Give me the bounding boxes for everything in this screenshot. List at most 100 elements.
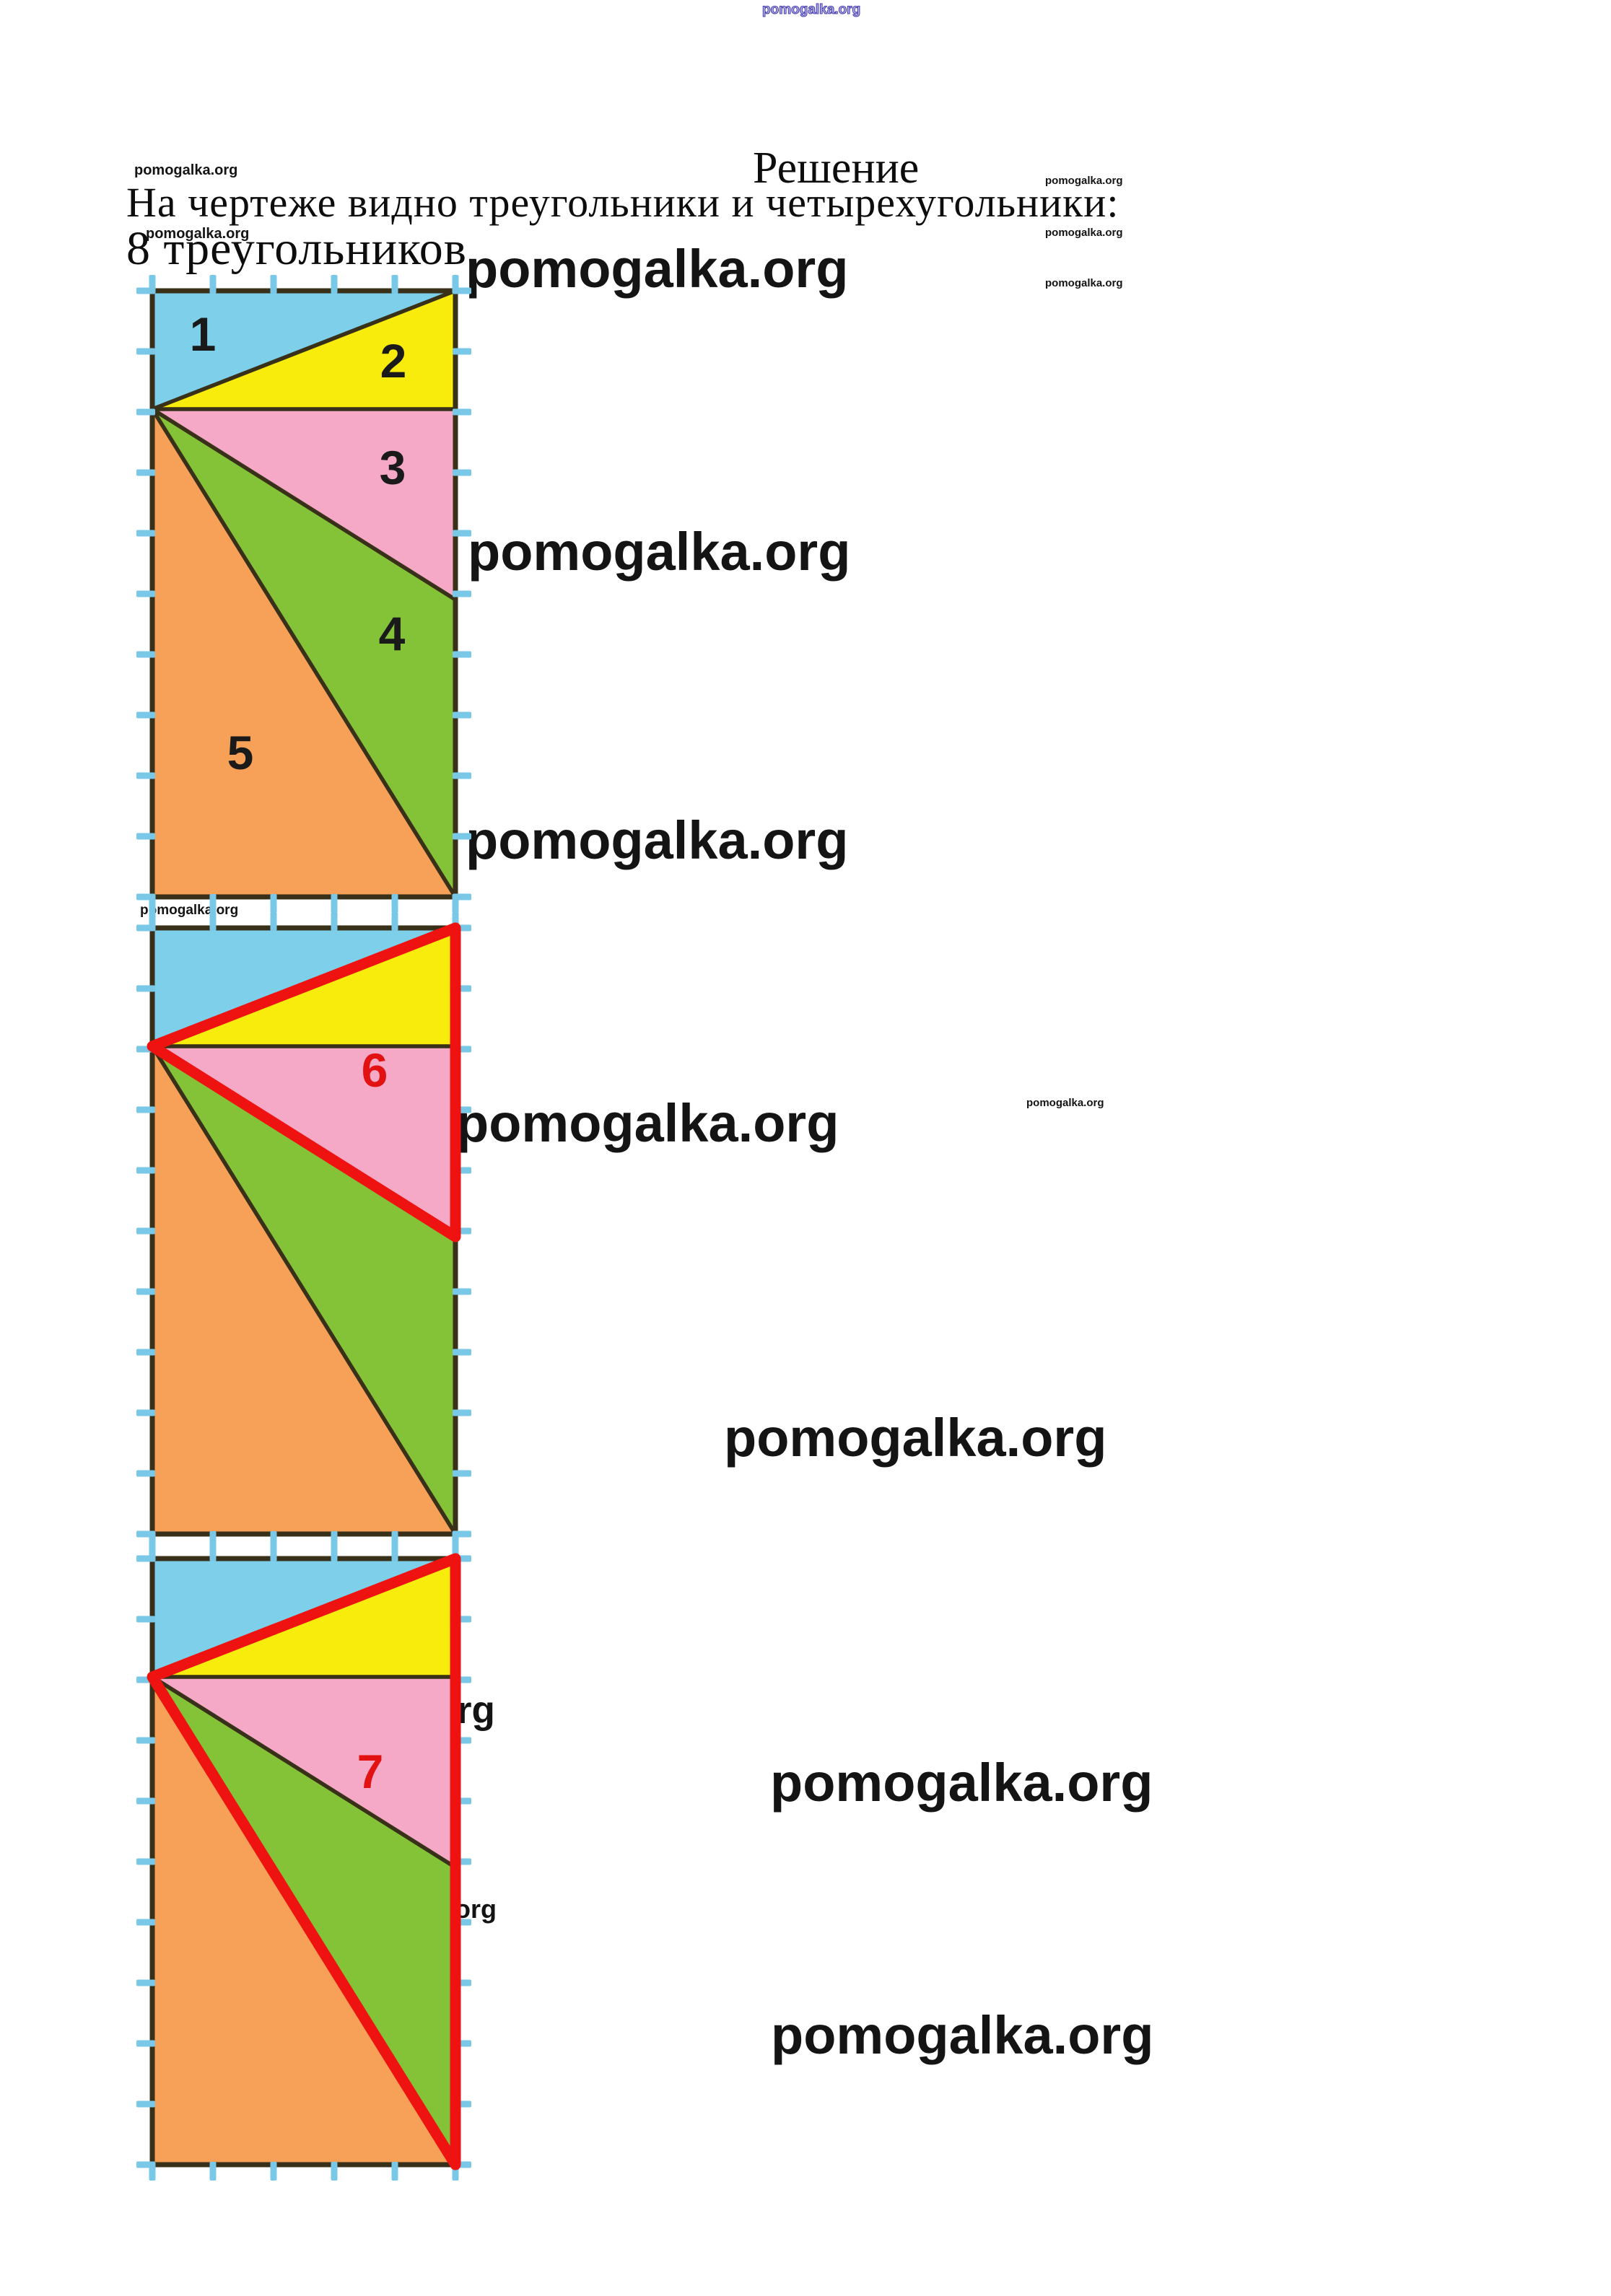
watermark-large: pomogalka.org <box>771 2005 1154 2065</box>
figure-2-triangle-6-highlighted: 6 <box>136 912 471 1550</box>
tick-top <box>270 912 277 931</box>
tick-left <box>136 1349 155 1356</box>
figure-1-all-parts-numbered: 1 2 3 4 5 <box>136 275 471 913</box>
tick-bottom <box>331 894 338 913</box>
shape-number-label: 5 <box>227 726 254 779</box>
tick-right <box>453 711 471 719</box>
tick-left <box>136 1797 155 1805</box>
tick-top <box>391 912 398 931</box>
tick-right <box>453 590 471 597</box>
tick-left <box>136 2100 155 2108</box>
tick-right <box>453 833 471 840</box>
tick-marks <box>136 275 471 913</box>
tick-left <box>136 530 155 537</box>
red-highlight-triangle <box>147 922 461 1243</box>
tick-left <box>136 1979 155 1986</box>
tick-right <box>453 651 471 658</box>
watermark-small: pomogalka.org <box>134 162 238 178</box>
tick-left <box>136 1737 155 1744</box>
watermark-small: pomogalka.org <box>1045 277 1123 289</box>
watermark-large: pomogalka.org <box>468 522 851 582</box>
figure-3-triangle-7-highlighted: 7 <box>136 1543 471 2181</box>
tick-bottom <box>149 894 156 913</box>
tick-right <box>453 408 471 416</box>
rectangle-drawing <box>136 1543 471 2181</box>
tick-left <box>136 2040 155 2047</box>
tick-left <box>136 833 155 840</box>
watermark-small: pomogalka.org <box>146 226 250 242</box>
tick-top <box>209 912 217 931</box>
tick-top <box>209 275 217 294</box>
watermark-large: pomogalka.org <box>456 1093 839 1153</box>
tick-top <box>331 912 338 931</box>
tick-right <box>453 772 471 779</box>
watermark-large: pomogalka.org <box>724 1408 1107 1468</box>
tick-left <box>136 772 155 779</box>
watermark-large: pomogalka.org <box>466 810 849 870</box>
shape-number-label: 7 <box>357 1745 384 1798</box>
watermark-small: pomogalka.org <box>1045 227 1123 239</box>
divider-line-1 <box>151 289 457 411</box>
tick-top <box>270 1543 277 1561</box>
tick-top <box>149 275 156 294</box>
tick-right <box>453 1288 471 1295</box>
tick-right <box>453 1409 471 1416</box>
tick-left <box>136 1919 155 1926</box>
tick-bottom <box>391 2162 398 2181</box>
tick-top <box>209 1543 217 1561</box>
tick-bottom <box>391 894 398 913</box>
tick-left <box>136 1858 155 1865</box>
tick-left <box>136 1616 155 1623</box>
tick-bottom <box>209 894 217 913</box>
tick-left <box>136 590 155 597</box>
tick-top <box>391 275 398 294</box>
tick-top <box>452 275 459 294</box>
tick-top <box>391 1543 398 1561</box>
tick-left <box>136 469 155 476</box>
tick-top <box>331 275 338 294</box>
tick-bottom <box>149 2162 156 2181</box>
tick-top <box>149 1543 156 1561</box>
shape-number-label: 1 <box>189 307 217 361</box>
tick-left <box>136 1409 155 1416</box>
tick-left <box>136 1106 155 1113</box>
tick-bottom <box>270 2162 277 2181</box>
rectangle-drawing <box>136 912 471 1550</box>
divider-line-3 <box>151 1675 457 1870</box>
divider-line-4 <box>150 408 458 898</box>
tick-right <box>453 1470 471 1477</box>
tick-bottom <box>209 2162 217 2181</box>
divider-line-3 <box>151 407 457 602</box>
watermark-small: pomogalka.org <box>1026 1097 1104 1109</box>
solution-text-line2: 8 треугольников. <box>126 222 480 275</box>
shape-number-label: 4 <box>378 607 406 660</box>
tick-right <box>453 469 471 476</box>
tick-left <box>136 408 155 416</box>
solution-text-line1: На чертеже видно треугольники и четыреху… <box>126 179 1119 226</box>
tick-left <box>136 1288 155 1295</box>
shape-number-label: 6 <box>361 1043 388 1097</box>
tick-left <box>136 985 155 992</box>
divider-line-4 <box>150 1045 458 1535</box>
tick-left <box>136 1227 155 1235</box>
rectangle-drawing <box>136 275 471 913</box>
shape-number-label: 2 <box>380 334 407 387</box>
tick-left <box>136 711 155 719</box>
tick-right <box>453 530 471 537</box>
tick-top <box>331 1543 338 1561</box>
watermark-top-purple: pomogalka.org <box>761 2 861 17</box>
red-highlight-triangle <box>147 1553 461 2170</box>
tick-top <box>149 912 156 931</box>
page-title: Решение <box>753 144 920 193</box>
tick-bottom <box>452 894 459 913</box>
tick-right <box>453 1349 471 1356</box>
tick-left <box>136 1167 155 1174</box>
watermark-large: pomogalka.org <box>770 1753 1153 1813</box>
watermark-large: pomogalka.org <box>466 239 849 299</box>
watermark-small: pomogalka.org <box>1045 175 1123 187</box>
tick-left <box>136 651 155 658</box>
tick-right <box>453 348 471 355</box>
tick-bottom <box>270 894 277 913</box>
tick-left <box>136 1470 155 1477</box>
